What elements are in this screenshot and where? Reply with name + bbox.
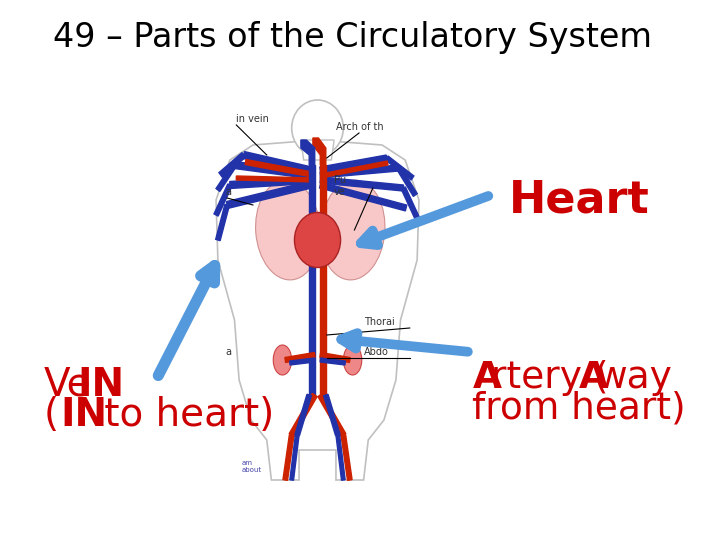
Polygon shape — [320, 155, 387, 173]
Polygon shape — [325, 161, 388, 177]
Text: to heart): to heart) — [92, 396, 275, 434]
Polygon shape — [336, 435, 345, 480]
Polygon shape — [234, 161, 310, 179]
Polygon shape — [214, 184, 232, 216]
Polygon shape — [320, 165, 399, 178]
Polygon shape — [401, 187, 419, 219]
Polygon shape — [301, 140, 334, 160]
Polygon shape — [385, 156, 414, 180]
Polygon shape — [320, 177, 403, 191]
Polygon shape — [289, 358, 315, 365]
Polygon shape — [309, 165, 315, 395]
Polygon shape — [285, 353, 315, 362]
Text: Pu: Pu — [334, 175, 346, 185]
Ellipse shape — [320, 180, 385, 280]
Text: (: ( — [43, 396, 59, 434]
Text: ve: ve — [334, 187, 346, 197]
Polygon shape — [236, 176, 315, 182]
Text: Heart: Heart — [509, 179, 650, 221]
Polygon shape — [216, 164, 236, 192]
Text: in vein: in vein — [236, 114, 269, 124]
Text: Ve: Ve — [43, 366, 91, 404]
Polygon shape — [219, 153, 246, 177]
Text: IN: IN — [78, 366, 125, 404]
Polygon shape — [246, 159, 315, 178]
Text: from heart): from heart) — [472, 390, 686, 426]
Polygon shape — [289, 394, 317, 436]
Polygon shape — [230, 177, 310, 188]
Polygon shape — [216, 204, 230, 241]
Polygon shape — [290, 435, 299, 480]
Text: am
about: am about — [242, 460, 262, 473]
Text: Arch of th: Arch of th — [336, 122, 384, 132]
Polygon shape — [283, 435, 294, 481]
Text: A: A — [579, 360, 608, 396]
Text: 49 – Parts of the Circulatory System: 49 – Parts of the Circulatory System — [53, 22, 652, 55]
Polygon shape — [341, 435, 352, 481]
Polygon shape — [397, 167, 417, 197]
Polygon shape — [313, 138, 326, 165]
Text: a: a — [225, 347, 231, 357]
Polygon shape — [320, 165, 326, 395]
Text: A: A — [472, 360, 501, 396]
Polygon shape — [318, 394, 346, 436]
Ellipse shape — [343, 345, 361, 375]
Polygon shape — [295, 394, 312, 436]
Polygon shape — [320, 353, 350, 362]
Polygon shape — [320, 358, 346, 365]
Text: IN: IN — [60, 396, 107, 434]
Text: Abdo: Abdo — [364, 347, 389, 357]
Polygon shape — [216, 140, 419, 480]
Polygon shape — [323, 394, 340, 436]
Ellipse shape — [273, 345, 292, 375]
Ellipse shape — [256, 180, 320, 280]
Text: a: a — [225, 187, 231, 197]
Polygon shape — [301, 140, 315, 165]
Text: Thorai: Thorai — [364, 317, 395, 327]
Polygon shape — [243, 152, 310, 173]
Polygon shape — [226, 181, 310, 208]
Polygon shape — [320, 182, 407, 211]
Circle shape — [292, 100, 343, 156]
Text: rtery (: rtery ( — [491, 360, 608, 396]
Ellipse shape — [294, 213, 341, 267]
Text: way: way — [596, 360, 672, 396]
